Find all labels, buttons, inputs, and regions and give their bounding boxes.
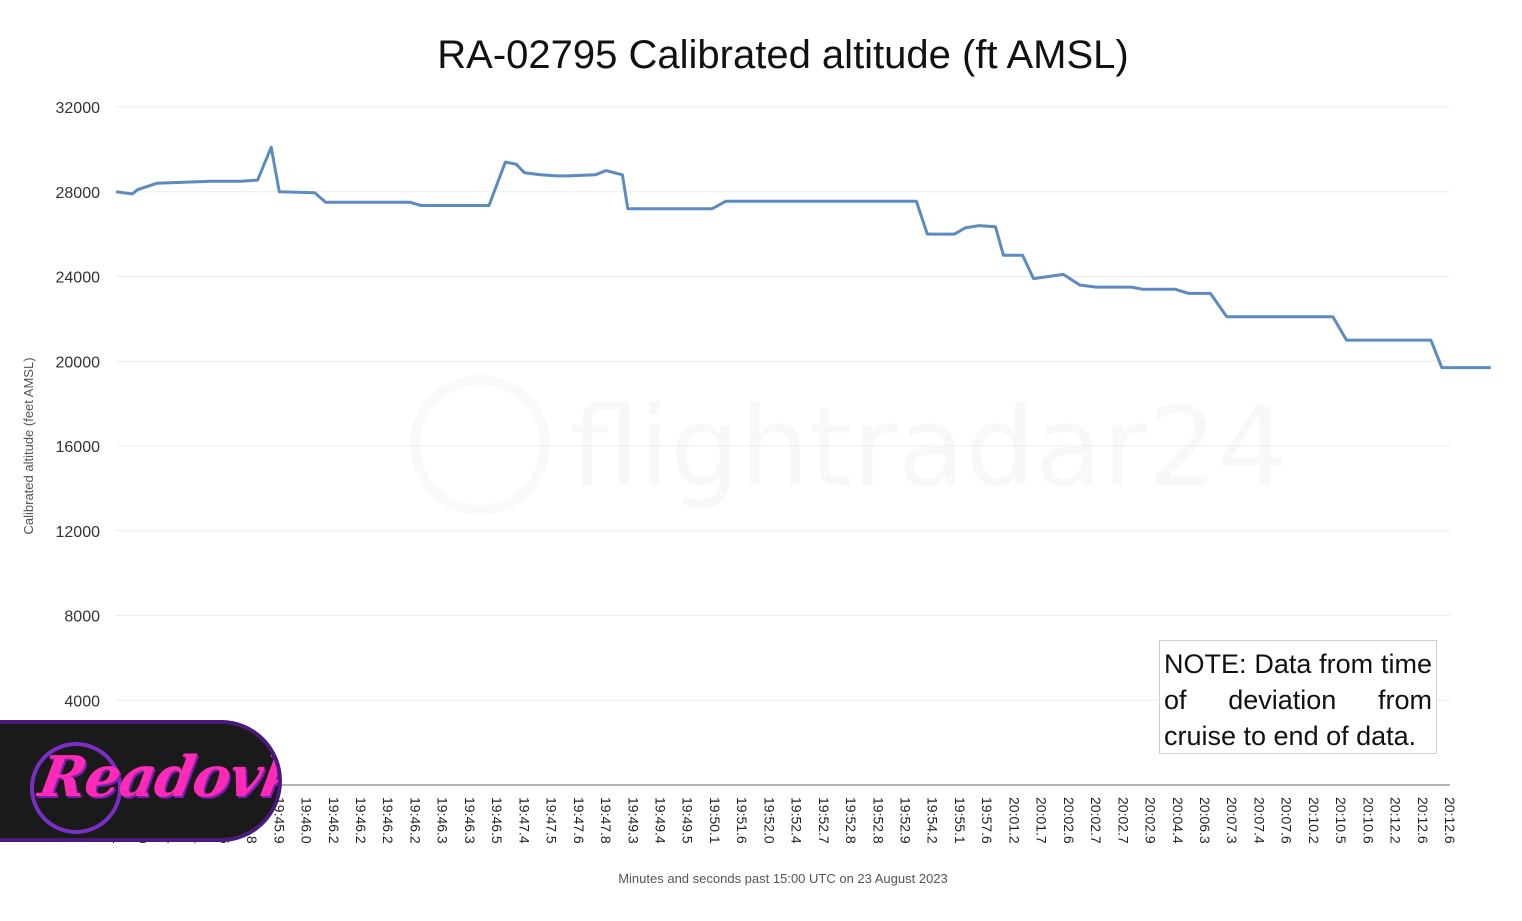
x-tick-label: 19:46.2 [407,797,423,844]
x-tick-label: 19:49.3 [625,797,641,844]
x-tick-label: 19:46.3 [462,797,478,844]
x-tick-label: 19:52.4 [789,797,805,844]
x-tick-label: 19:55.1 [952,797,968,844]
y-tick-label: 16000 [56,439,101,456]
x-tick-label: 20:07.4 [1251,797,1267,844]
x-tick-label: 20:01.2 [1006,797,1022,844]
x-tick-label: 20:07.3 [1224,797,1240,844]
x-tick-label: 19:46.5 [489,797,505,844]
logo-ring-icon [30,742,122,834]
x-tick-label: 19:45.9 [271,797,287,844]
x-tick-label: 19:47.5 [544,797,560,844]
gridlines [116,106,1450,701]
x-tick-label: 20:07.6 [1279,797,1295,844]
y-tick-label: 32000 [56,100,101,117]
note-box: NOTE: Data from time of deviation from c… [1159,640,1437,754]
x-tick-label: 20:02.6 [1061,797,1077,844]
x-tick-label: 19:46.2 [326,797,342,844]
y-axis-ticks: 4000 8000 12000 16000 20000 24000 28000 32000 [56,100,101,710]
chart-title: RA-02795 Calibrated altitude (ft AMSL) [437,33,1128,77]
x-tick-label: 19:52.7 [816,797,832,844]
x-axis-ticks: 19:44.419:44.919:45.419:45.419:45.619:45… [108,797,1458,844]
x-tick-label: 20:10.2 [1306,797,1322,844]
x-tick-label: 19:46.2 [380,797,396,844]
x-tick-label: 19:50.1 [707,797,723,844]
y-tick-label: 20000 [56,354,101,371]
y-tick-label: 4000 [64,693,100,710]
x-tick-label: 19:51.6 [734,797,750,844]
readovka-logo: Readovka [0,724,278,838]
x-tick-label: 19:52.8 [870,797,886,844]
x-tick-label: 19:52.0 [761,797,777,844]
x-tick-label: 20:10.5 [1333,797,1349,844]
y-tick-label: 28000 [56,185,101,202]
x-tick-label: 19:54.2 [925,797,941,844]
x-tick-label: 19:49.4 [652,797,668,844]
x-tick-label: 19:47.4 [516,797,532,844]
x-tick-label: 19:57.6 [979,797,995,844]
x-tick-label: 19:47.8 [598,797,614,844]
x-tick-label: 19:47.6 [571,797,587,844]
watermark-text: flightradar24 [570,383,1288,511]
x-tick-label: 20:02.7 [1115,797,1131,844]
x-tick-label: 20:04.4 [1170,797,1186,844]
x-tick-label: 20:12.6 [1415,797,1431,844]
logo-text: Readovka [34,744,278,810]
y-tick-label: 12000 [56,524,101,541]
x-tick-label: 19:49.5 [680,797,696,844]
x-tick-label: 19:46.3 [435,797,451,844]
x-tick-label: 20:02.9 [1143,797,1159,844]
x-tick-label: 19:52.8 [843,797,859,844]
x-tick-label: 20:01.7 [1034,797,1050,844]
x-tick-label: 20:12.2 [1388,797,1404,844]
y-tick-label: 8000 [64,609,100,626]
series-line-altitude [115,145,1491,370]
x-tick-label: 20:02.7 [1088,797,1104,844]
x-tick-label: 20:06.3 [1197,797,1213,844]
x-tick-label: 20:12.6 [1442,797,1458,844]
x-tick-label: 19:46.2 [353,797,369,844]
watermark-icon [415,380,545,510]
x-axis-label: Minutes and seconds past 15:00 UTC on 23… [618,871,948,886]
x-tick-label: 20:10.6 [1360,797,1376,844]
y-tick-label: 24000 [56,270,101,287]
x-tick-label: 19:46.0 [299,797,315,844]
y-axis-label: Calibrated altitude (feet AMSL) [21,357,36,534]
x-tick-label: 19:52.9 [898,797,914,844]
